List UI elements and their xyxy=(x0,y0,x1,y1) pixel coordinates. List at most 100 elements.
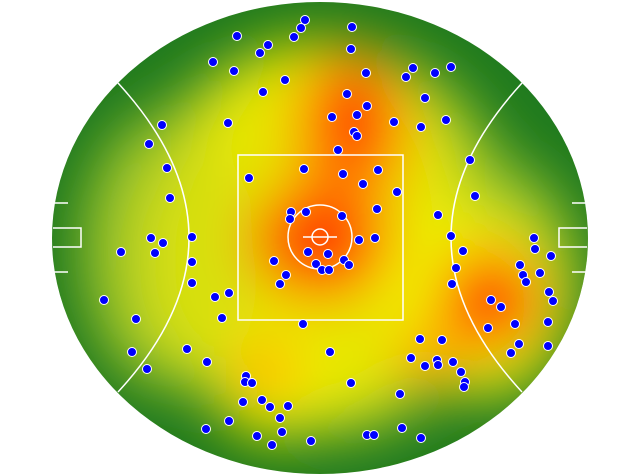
point xyxy=(296,23,306,33)
point xyxy=(323,249,333,259)
point xyxy=(252,431,262,441)
point xyxy=(131,314,141,324)
point xyxy=(301,207,311,217)
point xyxy=(269,256,279,266)
point xyxy=(281,270,291,280)
point xyxy=(470,191,480,201)
point xyxy=(229,66,239,76)
point xyxy=(530,244,540,254)
point xyxy=(352,110,362,120)
point xyxy=(327,112,337,122)
point xyxy=(224,416,234,426)
point xyxy=(210,292,220,302)
point xyxy=(150,248,160,258)
point xyxy=(244,173,254,183)
point xyxy=(510,319,520,329)
point xyxy=(506,348,516,358)
point xyxy=(283,401,293,411)
point xyxy=(146,233,156,243)
point xyxy=(223,118,233,128)
point xyxy=(299,164,309,174)
point xyxy=(289,32,299,42)
point xyxy=(416,122,426,132)
point xyxy=(433,360,443,370)
point xyxy=(446,62,456,72)
point xyxy=(420,93,430,103)
point xyxy=(446,231,456,241)
point xyxy=(116,247,126,257)
point xyxy=(358,179,368,189)
point xyxy=(257,395,267,405)
point xyxy=(217,313,227,323)
point xyxy=(372,204,382,214)
point xyxy=(548,296,558,306)
point xyxy=(369,430,379,440)
point xyxy=(352,131,362,141)
point xyxy=(324,265,334,275)
point xyxy=(397,423,407,433)
point xyxy=(263,40,273,50)
point xyxy=(202,357,212,367)
point xyxy=(370,233,380,243)
point xyxy=(346,44,356,54)
point xyxy=(187,232,197,242)
point xyxy=(298,319,308,329)
point xyxy=(280,75,290,85)
point xyxy=(255,48,265,58)
point xyxy=(362,101,372,111)
point xyxy=(346,378,356,388)
point xyxy=(408,63,418,73)
point xyxy=(162,163,172,173)
point xyxy=(486,295,496,305)
point xyxy=(247,378,257,388)
point xyxy=(265,402,275,412)
point xyxy=(157,120,167,130)
point xyxy=(544,287,554,297)
point xyxy=(182,344,192,354)
point xyxy=(144,139,154,149)
point xyxy=(416,433,426,443)
point xyxy=(433,210,443,220)
point xyxy=(342,89,352,99)
point xyxy=(458,246,468,256)
point xyxy=(238,397,248,407)
point xyxy=(300,15,310,25)
point xyxy=(344,260,354,270)
point xyxy=(267,440,277,450)
point xyxy=(275,279,285,289)
point xyxy=(389,117,399,127)
point xyxy=(392,187,402,197)
point xyxy=(459,382,469,392)
point xyxy=(165,193,175,203)
point xyxy=(395,389,405,399)
point xyxy=(187,257,197,267)
point xyxy=(338,169,348,179)
point xyxy=(354,235,364,245)
point xyxy=(437,335,447,345)
point xyxy=(258,87,268,97)
point xyxy=(285,214,295,224)
point xyxy=(543,341,553,351)
point xyxy=(277,427,287,437)
point xyxy=(158,238,168,248)
point xyxy=(451,263,461,273)
point xyxy=(325,347,335,357)
point xyxy=(232,31,242,41)
point xyxy=(224,288,234,298)
point xyxy=(406,353,416,363)
point xyxy=(311,259,321,269)
point xyxy=(361,68,371,78)
point xyxy=(373,165,383,175)
point xyxy=(456,367,466,377)
point xyxy=(99,295,109,305)
point xyxy=(430,68,440,78)
point xyxy=(401,72,411,82)
point xyxy=(208,57,218,67)
point xyxy=(529,233,539,243)
point xyxy=(415,334,425,344)
point xyxy=(543,317,553,327)
point xyxy=(447,279,457,289)
point xyxy=(420,361,430,371)
